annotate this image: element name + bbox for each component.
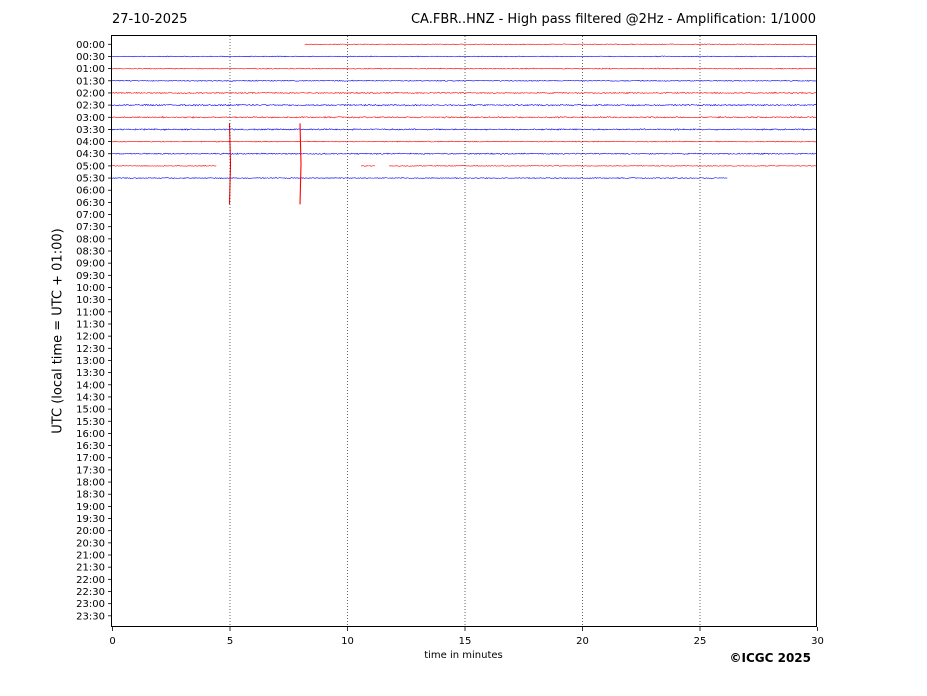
y-tick-label: 05:30 [76, 174, 105, 185]
y-tick-label: 00:00 [76, 40, 105, 51]
event-spike [228, 123, 232, 205]
y-tick-label: 01:30 [76, 76, 105, 87]
trace-line [111, 115, 818, 119]
y-tick-label: 19:00 [76, 502, 105, 513]
x-tick-label: 25 [694, 636, 707, 647]
y-tick-label: 22:00 [76, 575, 105, 586]
trace-line [111, 67, 818, 70]
trace-line [389, 165, 817, 167]
y-tick-label: 07:30 [76, 222, 105, 233]
trace-line [111, 128, 818, 131]
y-tick-label: 19:30 [76, 514, 105, 525]
y-tick-label: 13:00 [76, 356, 105, 367]
x-tick-label: 10 [341, 636, 354, 647]
x-axis-ticks: 0 5 10 15 20 25 30 [109, 627, 824, 647]
y-tick-label: 01:00 [76, 64, 105, 75]
seismic-traces [111, 43, 818, 205]
y-tick-label: 10:30 [76, 295, 105, 306]
x-tick-label: 20 [576, 636, 589, 647]
x-tick-label: 30 [811, 636, 824, 647]
y-tick-label: 02:30 [76, 101, 105, 112]
y-tick-label: 15:30 [76, 417, 105, 428]
y-tick-label: 22:30 [76, 587, 105, 598]
y-tick-label: 03:00 [76, 113, 105, 124]
y-tick-label: 04:30 [76, 149, 105, 160]
y-tick-label: 20:30 [76, 538, 105, 549]
y-tick-label: 23:30 [76, 611, 105, 622]
copyright-notice: ©ICGC 2025 [729, 651, 811, 665]
date-label: 27-10-2025 [112, 12, 188, 27]
trace-line [111, 55, 817, 58]
y-tick-label: 06:30 [76, 198, 105, 209]
trace-line [304, 43, 817, 46]
y-tick-label: 20:00 [76, 526, 105, 537]
x-tick-label: 0 [109, 636, 115, 647]
y-tick-label: 09:00 [76, 259, 105, 270]
y-tick-label: 21:30 [76, 563, 105, 574]
y-axis-label: UTC (local time = UTC + 01:00) [50, 228, 66, 434]
y-tick-label: 12:00 [76, 332, 105, 343]
y-tick-label: 00:30 [76, 52, 105, 63]
y-tick-label: 06:00 [76, 186, 105, 197]
y-tick-label: 03:30 [76, 125, 105, 136]
y-tick-label: 13:30 [76, 368, 105, 379]
y-tick-label: 10:00 [76, 283, 105, 294]
y-tick-label: 02:00 [76, 88, 105, 99]
y-tick-label: 04:00 [76, 137, 105, 148]
trace-line [111, 91, 817, 95]
y-tick-label: 14:00 [76, 380, 105, 391]
x-tick-label: 5 [227, 636, 233, 647]
chart-title: CA.FBR..HNZ - High pass filtered @2Hz - … [410, 12, 816, 27]
trace-line [111, 152, 818, 155]
x-axis-label: time in minutes [424, 650, 503, 661]
y-tick-label: 17:30 [76, 465, 105, 476]
y-tick-label: 11:30 [76, 319, 105, 330]
y-tick-label: 08:30 [76, 247, 105, 258]
trace-line [111, 103, 817, 107]
y-tick-label: 11:00 [76, 307, 105, 318]
y-tick-label: 23:00 [76, 599, 105, 610]
y-tick-label: 18:30 [76, 490, 105, 501]
y-tick-label: 12:30 [76, 344, 105, 355]
trace-line [111, 165, 217, 167]
y-tick-label: 18:00 [76, 478, 105, 489]
y-tick-label: 09:30 [76, 271, 105, 282]
trace-line [360, 165, 376, 167]
y-tick-label: 21:00 [76, 551, 105, 562]
trace-line [111, 177, 728, 180]
y-tick-label: 16:30 [76, 441, 105, 452]
x-tick-label: 15 [459, 636, 472, 647]
y-tick-label: 17:00 [76, 453, 105, 464]
y-tick-label: 14:30 [76, 392, 105, 403]
event-spike [299, 123, 302, 205]
trace-line [111, 140, 817, 143]
trace-line [111, 79, 818, 82]
y-tick-label: 05:00 [76, 161, 105, 172]
y-tick-label: 08:00 [76, 234, 105, 245]
y-tick-label: 15:00 [76, 405, 105, 416]
plot-frame [111, 35, 817, 627]
y-tick-label: 07:00 [76, 210, 105, 221]
y-tick-label: 16:00 [76, 429, 105, 440]
vertical-gridlines [229, 36, 701, 627]
